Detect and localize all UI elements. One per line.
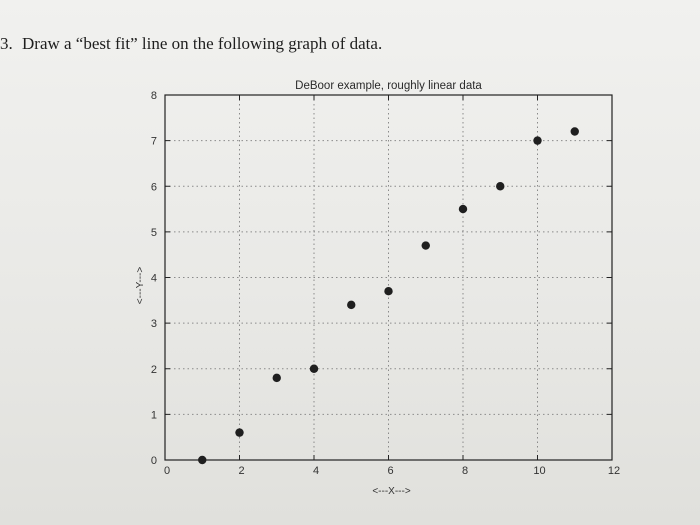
- x-tick-label: 2: [238, 465, 244, 477]
- y-tick-label: 2: [151, 364, 157, 376]
- y-tick-label: 6: [151, 181, 157, 193]
- chart-title: DeBoor example, roughly linear data: [295, 80, 482, 92]
- y-tick-label: 8: [151, 90, 157, 102]
- data-point: [458, 204, 468, 214]
- question-line: 3. Draw a “best fit” line on the followin…: [0, 34, 382, 54]
- x-tick-label: 8: [462, 465, 468, 477]
- data-point: [309, 364, 319, 373]
- x-tick-label: 0: [164, 465, 170, 477]
- y-tick-label: 7: [151, 136, 157, 148]
- y-tick-label: 3: [151, 318, 157, 330]
- grid-layer: [165, 95, 612, 460]
- question-number: 3.: [0, 34, 13, 53]
- x-tick-label: 12: [608, 465, 620, 477]
- y-tick-label: 0: [151, 455, 157, 467]
- y-axis-label: <---Y--->: [135, 267, 146, 305]
- data-point: [570, 127, 579, 136]
- x-tick-label: 10: [533, 465, 545, 477]
- data-point: [533, 136, 542, 145]
- y-tick-label: 5: [151, 227, 157, 239]
- point-layer: [198, 127, 579, 465]
- y-tick-label: 4: [151, 273, 157, 285]
- data-point: [496, 182, 505, 191]
- x-axis-label: <---X--->: [372, 486, 410, 497]
- data-point: [421, 241, 430, 250]
- x-tick-label: 6: [387, 465, 393, 477]
- x-tick-label: 4: [313, 465, 319, 477]
- data-point: [272, 373, 281, 383]
- data-point: [347, 300, 356, 310]
- data-point: [235, 428, 244, 437]
- data-point: [384, 286, 393, 296]
- y-tick-label: 1: [151, 409, 157, 421]
- data-point: [198, 455, 207, 465]
- question-text: Draw a “best fit” line on the following …: [22, 34, 383, 53]
